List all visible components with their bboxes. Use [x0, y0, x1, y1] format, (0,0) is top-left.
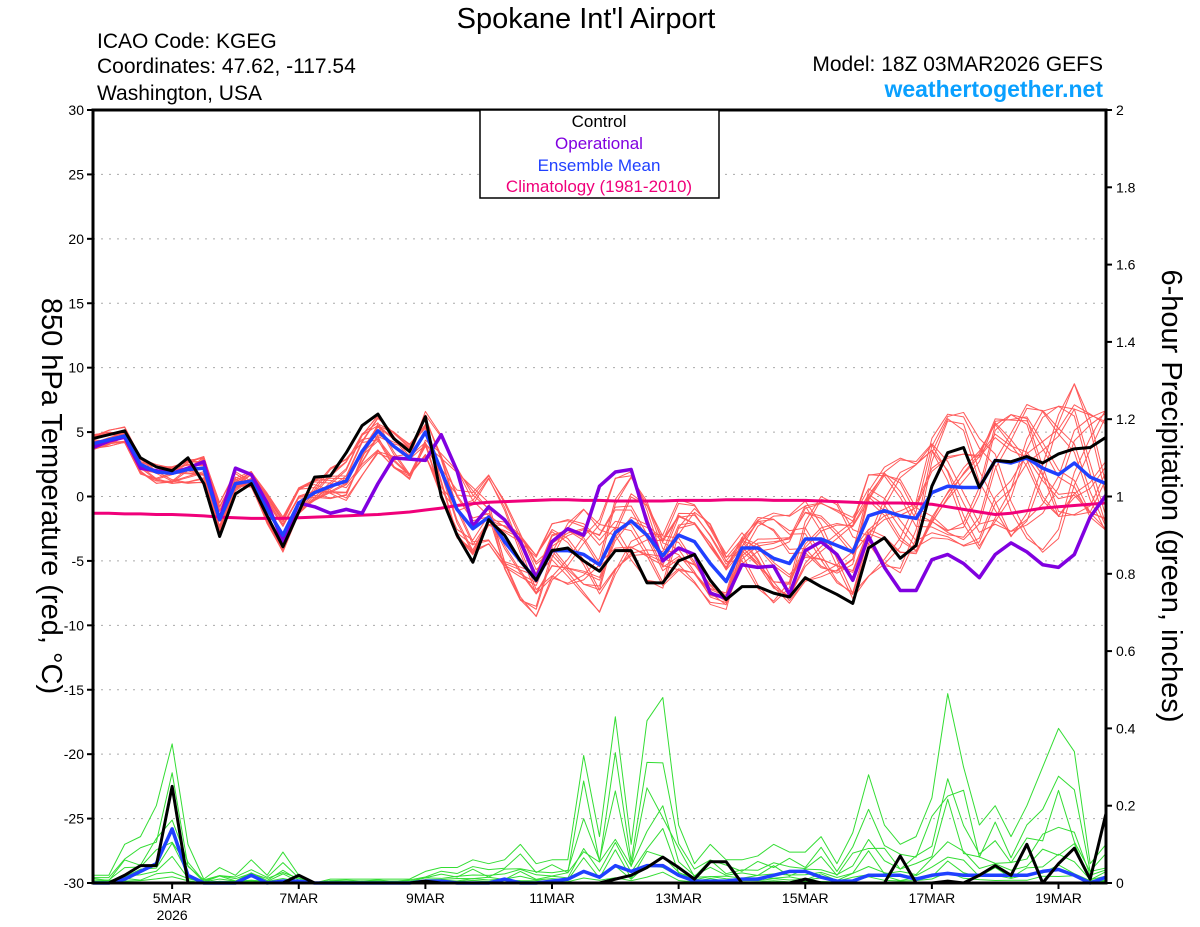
climatology-line [93, 498, 1107, 520]
x-tick-label: 17MAR [909, 890, 956, 906]
y-tick-label: -30 [64, 875, 84, 891]
y-tick-label: -20 [64, 746, 84, 762]
x-tick-label: 11MAR [529, 890, 575, 906]
temp-member-line [92, 412, 1107, 613]
legend-control: Control [572, 112, 627, 131]
precip-member-lines [92, 693, 1107, 884]
operational-line [92, 432, 1108, 601]
region: Washington, USA [97, 82, 262, 105]
site-link[interactable]: weathertogether.net [883, 76, 1103, 102]
temp-member-line [92, 407, 1107, 597]
temp-member-line [92, 406, 1107, 599]
precip-member-line [92, 752, 1107, 884]
y2-tick-label: 0.4 [1116, 720, 1136, 736]
precip-member-line [92, 798, 1107, 884]
x-tick-label: 7MAR [279, 890, 318, 906]
y2-tick-label: 0.2 [1116, 798, 1136, 814]
y-axis-label: 850 hPa Temperature (red, °C) [35, 298, 67, 694]
y-tick-label: 10 [68, 360, 84, 376]
y-tick-label: 5 [76, 424, 84, 440]
coordinates: Coordinates: 47.62, -117.54 [97, 55, 356, 78]
precip-member-line [93, 693, 1107, 884]
model-run: Model: 18Z 03MAR2026 GEFS [812, 53, 1103, 76]
y2-tick-label: 0.8 [1116, 566, 1136, 582]
x-tick-label: 13MAR [655, 890, 702, 906]
chart-title: Spokane Int'l Airport [457, 3, 716, 35]
x-tick-label: 19MAR [1035, 890, 1082, 906]
precip-member-line [92, 778, 1107, 884]
y2-tick-label: 1.2 [1116, 411, 1136, 427]
x-tick-label: 9MAR [406, 890, 445, 906]
y-tick-label: -5 [72, 553, 85, 569]
y-tick-label: 25 [68, 166, 84, 182]
icao-code: ICAO Code: KGEG [97, 30, 277, 53]
temp-member-line [92, 410, 1107, 613]
y2-tick-label: 1.6 [1116, 257, 1136, 273]
temp-member-line [92, 408, 1107, 617]
control-line [92, 412, 1107, 605]
y2-tick-label: 0 [1116, 875, 1124, 891]
y-tick-label: 15 [68, 295, 84, 311]
legend: Control Operational Ensemble Mean Climat… [479, 109, 720, 199]
x-tick-label: 5MAR [153, 890, 192, 906]
y-tick-label: -25 [64, 811, 84, 827]
legend-box [479, 109, 720, 199]
temp-member-line [92, 405, 1107, 604]
precip-mean-line [93, 827, 1107, 885]
y2-axis-label: 6-hour Precipitation (green, inches) [1155, 270, 1187, 723]
y-tick-label: 30 [68, 102, 84, 118]
y-tick-label: -10 [64, 617, 84, 633]
y2-tick-label: 1 [1116, 489, 1124, 505]
y2-tick-label: 0.6 [1116, 643, 1136, 659]
y-tick-label: 20 [68, 231, 84, 247]
x-tick-label: 15MAR [782, 890, 829, 906]
legend-climatology: Climatology (1981-2010) [506, 177, 692, 196]
temp-member-line [92, 383, 1107, 607]
y-axis-right: 0 0.2 0.4 0.6 0.8 1 1.2 1.4 1.6 1.8 2 [1106, 102, 1136, 891]
series-lines [92, 412, 1108, 885]
x-tick-sublabel: 2026 [157, 907, 188, 923]
temp-member-line [92, 404, 1107, 602]
y2-tick-label: 2 [1116, 102, 1124, 118]
y-tick-label: 0 [76, 489, 84, 505]
temp-member-line [92, 408, 1107, 606]
legend-operational: Operational [555, 134, 643, 153]
ensemble-mean-line [92, 429, 1107, 584]
y-tick-label: -15 [64, 682, 84, 698]
y-axis-left: -30 -25 -20 -15 -10 -5 0 5 10 15 20 25 30 [64, 102, 93, 891]
y2-tick-label: 1.4 [1116, 334, 1136, 350]
legend-mean: Ensemble Mean [538, 156, 661, 175]
y2-tick-label: 1.8 [1116, 179, 1136, 195]
